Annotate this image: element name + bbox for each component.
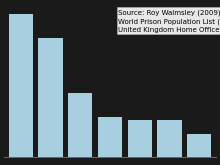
Bar — [128, 120, 152, 157]
Bar — [187, 134, 211, 157]
Bar — [68, 93, 92, 157]
Bar — [38, 38, 63, 157]
Bar — [9, 15, 33, 157]
Bar — [98, 117, 122, 157]
Text: Source: Roy Walmsley (2009),
World Prison Population List (8th ed.),
United King: Source: Roy Walmsley (2009), World Priso… — [118, 10, 220, 33]
Bar — [157, 120, 182, 157]
